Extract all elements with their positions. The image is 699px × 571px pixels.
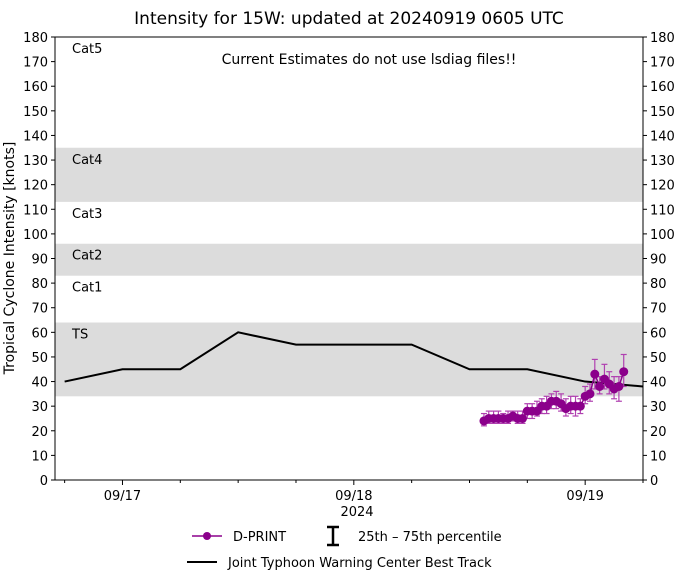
dprint-point <box>590 369 600 379</box>
x-tick-label: 09/19 <box>566 489 603 504</box>
y-tick-label: 30 <box>31 400 48 415</box>
category-label-cat2: Cat2 <box>72 249 102 264</box>
y-tick-label-right: 140 <box>650 129 675 144</box>
y-tick-label: 60 <box>31 326 48 341</box>
dprint-point <box>614 381 624 391</box>
y-tick-label: 50 <box>31 351 48 366</box>
dprint-point <box>585 389 595 399</box>
y-tick-label-right: 70 <box>650 302 667 317</box>
y-tick-label-right: 90 <box>650 253 667 268</box>
y-tick-label-right: 170 <box>650 56 675 71</box>
y-tick-label: 90 <box>31 253 48 268</box>
legend: D-PRINT 25th – 75th percentile Joint Typ… <box>187 525 502 571</box>
chart-title: Intensity for 15W: updated at 20240919 0… <box>134 9 564 29</box>
y-tick-label-right: 110 <box>650 203 675 218</box>
dprint-point <box>595 381 605 391</box>
category-label-cat5: Cat5 <box>72 42 102 57</box>
y-tick-label: 170 <box>23 56 48 71</box>
y-tick-label: 140 <box>23 129 48 144</box>
category-label-ts: TS <box>71 327 88 342</box>
y-tick-label-right: 0 <box>650 474 658 489</box>
x-axis-label: 2024 <box>340 505 373 520</box>
category-band-cat4 <box>55 147 643 202</box>
y-tick-label-right: 50 <box>650 351 667 366</box>
y-tick-label: 160 <box>23 80 48 95</box>
category-label-cat1: Cat1 <box>72 281 102 296</box>
y-tick-label-right: 80 <box>650 277 667 292</box>
y-tick-label: 0 <box>40 474 48 489</box>
y-tick-label-right: 120 <box>650 179 675 194</box>
x-tick-label: 09/17 <box>104 489 141 504</box>
legend-dprint-marker <box>203 532 211 540</box>
y-tick-label: 70 <box>31 302 48 317</box>
annotation: Current Estimates do not use lsdiag file… <box>222 52 517 68</box>
y-tick-label: 120 <box>23 179 48 194</box>
y-tick-label: 40 <box>31 376 48 391</box>
y-tick-label: 130 <box>23 154 48 169</box>
y-tick-label-right: 60 <box>650 326 667 341</box>
category-label-cat4: Cat4 <box>72 153 102 168</box>
legend-best-track-label: Joint Typhoon Warning Center Best Track <box>227 556 492 571</box>
y-tick-label: 180 <box>23 31 48 46</box>
dprint-point <box>619 367 629 377</box>
y-tick-label: 100 <box>23 228 48 243</box>
y-tick-label: 80 <box>31 277 48 292</box>
y-tick-label-right: 10 <box>650 449 667 464</box>
y-tick-label: 110 <box>23 203 48 218</box>
x-tick-label: 09/18 <box>335 489 372 504</box>
category-band-ts <box>55 322 643 397</box>
y-tick-label-right: 180 <box>650 31 675 46</box>
y-tick-label-right: 130 <box>650 154 675 169</box>
category-band-cat2 <box>55 243 643 276</box>
y-tick-label-right: 100 <box>650 228 675 243</box>
dprint-point <box>518 413 528 423</box>
category-label-cat3: Cat3 <box>72 207 102 222</box>
y-tick-label-right: 40 <box>650 376 667 391</box>
y-tick-label-right: 160 <box>650 80 675 95</box>
y-tick-label-right: 150 <box>650 105 675 120</box>
y-axis-label: Tropical Cyclone Intensity [knots] <box>2 142 18 376</box>
y-tick-label-right: 20 <box>650 425 667 440</box>
y-tick-label-right: 30 <box>650 400 667 415</box>
legend-percentile-label: 25th – 75th percentile <box>358 530 502 545</box>
dprint-point <box>575 401 585 411</box>
best-track-line <box>64 331 644 388</box>
y-tick-label: 10 <box>31 449 48 464</box>
legend-dprint-label: D-PRINT <box>233 530 286 545</box>
legend-errorbar-icon <box>327 525 339 547</box>
y-tick-label: 150 <box>23 105 48 120</box>
y-tick-label: 20 <box>31 425 48 440</box>
